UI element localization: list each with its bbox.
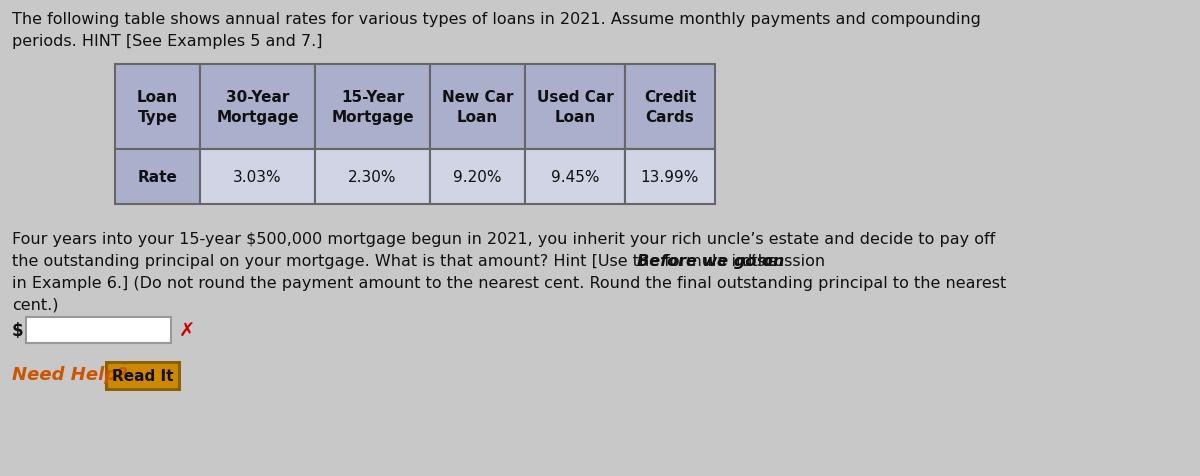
Text: 15-Year
Mortgage: 15-Year Mortgage	[331, 90, 414, 124]
Text: 9.45%: 9.45%	[551, 169, 599, 185]
Text: 3.03%: 3.03%	[233, 169, 282, 185]
Text: The following table shows annual rates for various types of loans in 2021. Assum: The following table shows annual rates f…	[12, 12, 980, 27]
Text: discussion: discussion	[737, 253, 824, 268]
Text: 2.30%: 2.30%	[348, 169, 397, 185]
Bar	[430, 149, 526, 205]
Text: 9.20%: 9.20%	[454, 169, 502, 185]
Text: ✗: ✗	[179, 321, 196, 340]
Text: 13.99%: 13.99%	[641, 169, 700, 185]
Text: Read It: Read It	[113, 369, 174, 384]
Bar	[115, 65, 200, 149]
Bar	[107, 363, 179, 389]
Text: Used Car
Loan: Used Car Loan	[536, 90, 613, 124]
Bar	[200, 65, 314, 149]
Bar	[200, 149, 314, 205]
Text: Four years into your 15-year $500,000 mortgage begun in 2021, you inherit your r: Four years into your 15-year $500,000 mo…	[12, 231, 995, 247]
Text: the outstanding principal on your mortgage. What is that amount? Hint [Use the f: the outstanding principal on your mortga…	[12, 253, 782, 268]
Bar	[526, 65, 625, 149]
Bar	[625, 65, 715, 149]
Text: Credit
Cards: Credit Cards	[644, 90, 696, 124]
Text: in Example 6.] (Do not round the payment amount to the nearest cent. Round the f: in Example 6.] (Do not round the payment…	[12, 276, 1007, 290]
Bar	[26, 317, 172, 343]
Text: Rate: Rate	[138, 169, 178, 185]
Text: New Car
Loan: New Car Loan	[442, 90, 514, 124]
Text: Loan
Type: Loan Type	[137, 90, 178, 124]
Bar	[106, 361, 181, 391]
Bar	[314, 65, 430, 149]
Text: $: $	[12, 321, 24, 339]
Text: Need Help?: Need Help?	[12, 365, 127, 383]
Text: cent.): cent.)	[12, 298, 59, 312]
Bar	[115, 149, 200, 205]
Text: periods. HINT [See Examples 5 and 7.]: periods. HINT [See Examples 5 and 7.]	[12, 34, 323, 49]
Text: 30-Year
Mortgage: 30-Year Mortgage	[216, 90, 299, 124]
Text: Before we go on: Before we go on	[637, 253, 785, 268]
Bar	[314, 149, 430, 205]
Bar	[625, 149, 715, 205]
Bar	[526, 149, 625, 205]
Bar	[430, 65, 526, 149]
